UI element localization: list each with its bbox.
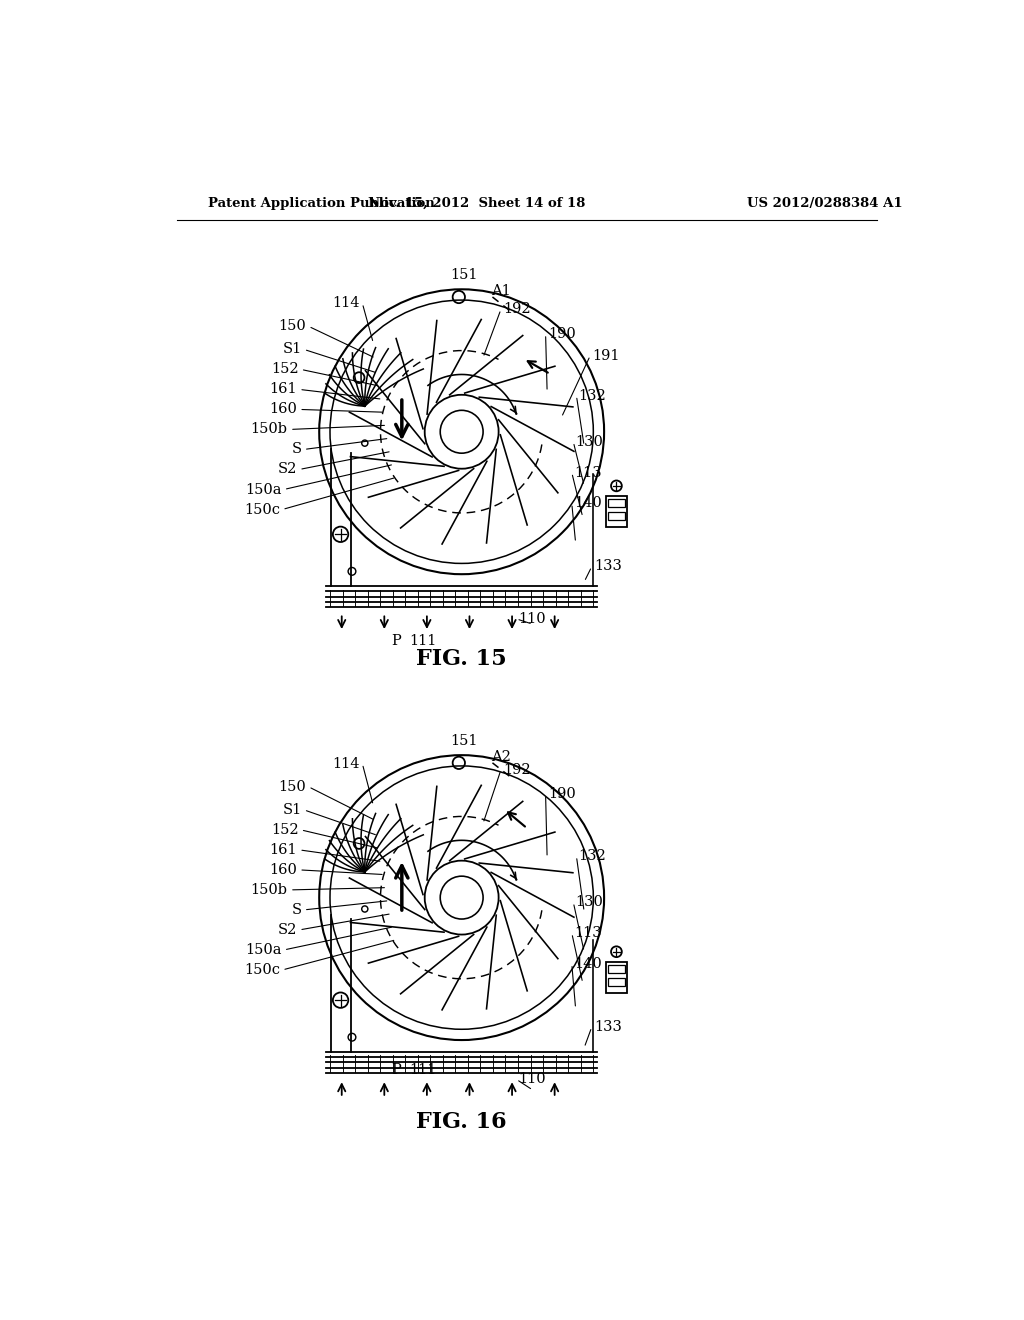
Text: P: P — [391, 1063, 400, 1077]
Text: 160: 160 — [269, 863, 297, 876]
Text: 133: 133 — [594, 1020, 622, 1034]
Text: 130: 130 — [575, 895, 603, 909]
Text: 191: 191 — [593, 348, 621, 363]
Text: 113: 113 — [574, 927, 602, 940]
Bar — [608, 978, 625, 986]
Bar — [608, 965, 625, 973]
Text: 192: 192 — [503, 763, 530, 776]
Text: 140: 140 — [574, 957, 602, 970]
Bar — [608, 499, 625, 507]
Bar — [608, 512, 625, 520]
Text: S1: S1 — [283, 342, 301, 356]
Text: 190: 190 — [548, 327, 575, 341]
Text: S1: S1 — [283, 803, 301, 817]
Text: 160: 160 — [269, 403, 297, 416]
Text: 130: 130 — [575, 434, 603, 449]
Text: 150b: 150b — [251, 883, 288, 896]
Text: 150c: 150c — [244, 503, 280, 516]
Text: S2: S2 — [278, 923, 297, 937]
Text: A1: A1 — [490, 284, 511, 298]
Text: 150c: 150c — [244, 964, 280, 977]
Text: S: S — [292, 903, 301, 917]
Text: US 2012/0288384 A1: US 2012/0288384 A1 — [746, 197, 902, 210]
Text: 152: 152 — [270, 822, 298, 837]
Text: 161: 161 — [269, 843, 297, 857]
Text: 111: 111 — [410, 634, 437, 648]
Text: FIG. 15: FIG. 15 — [417, 648, 507, 671]
Text: 161: 161 — [269, 383, 297, 396]
Text: 140: 140 — [574, 496, 602, 511]
Text: 113: 113 — [574, 466, 602, 479]
Text: 150a: 150a — [245, 942, 282, 957]
Text: Patent Application Publication: Patent Application Publication — [208, 197, 434, 210]
Text: 150a: 150a — [245, 483, 282, 496]
Text: 110: 110 — [518, 612, 546, 626]
Text: 114: 114 — [333, 756, 360, 771]
Text: Nov. 15, 2012  Sheet 14 of 18: Nov. 15, 2012 Sheet 14 of 18 — [369, 197, 586, 210]
Text: S: S — [292, 442, 301, 457]
Text: 111: 111 — [410, 1063, 437, 1077]
Text: 192: 192 — [503, 302, 530, 317]
Text: 132: 132 — [579, 849, 606, 863]
Text: P: P — [391, 634, 400, 648]
Bar — [605, 962, 628, 993]
Text: FIG. 16: FIG. 16 — [417, 1111, 507, 1134]
Text: 151: 151 — [451, 734, 478, 748]
Bar — [605, 496, 628, 527]
Text: 132: 132 — [579, 388, 606, 403]
Text: S2: S2 — [278, 462, 297, 477]
Text: 114: 114 — [333, 296, 360, 310]
Text: 190: 190 — [548, 788, 575, 801]
Text: 150b: 150b — [251, 422, 288, 437]
Text: 152: 152 — [270, 363, 298, 376]
Text: 151: 151 — [451, 268, 478, 282]
Text: 133: 133 — [594, 560, 622, 573]
Text: 110: 110 — [518, 1072, 546, 1086]
Text: 150: 150 — [279, 319, 306, 333]
Text: 150: 150 — [279, 780, 306, 793]
Text: A2: A2 — [490, 750, 511, 764]
